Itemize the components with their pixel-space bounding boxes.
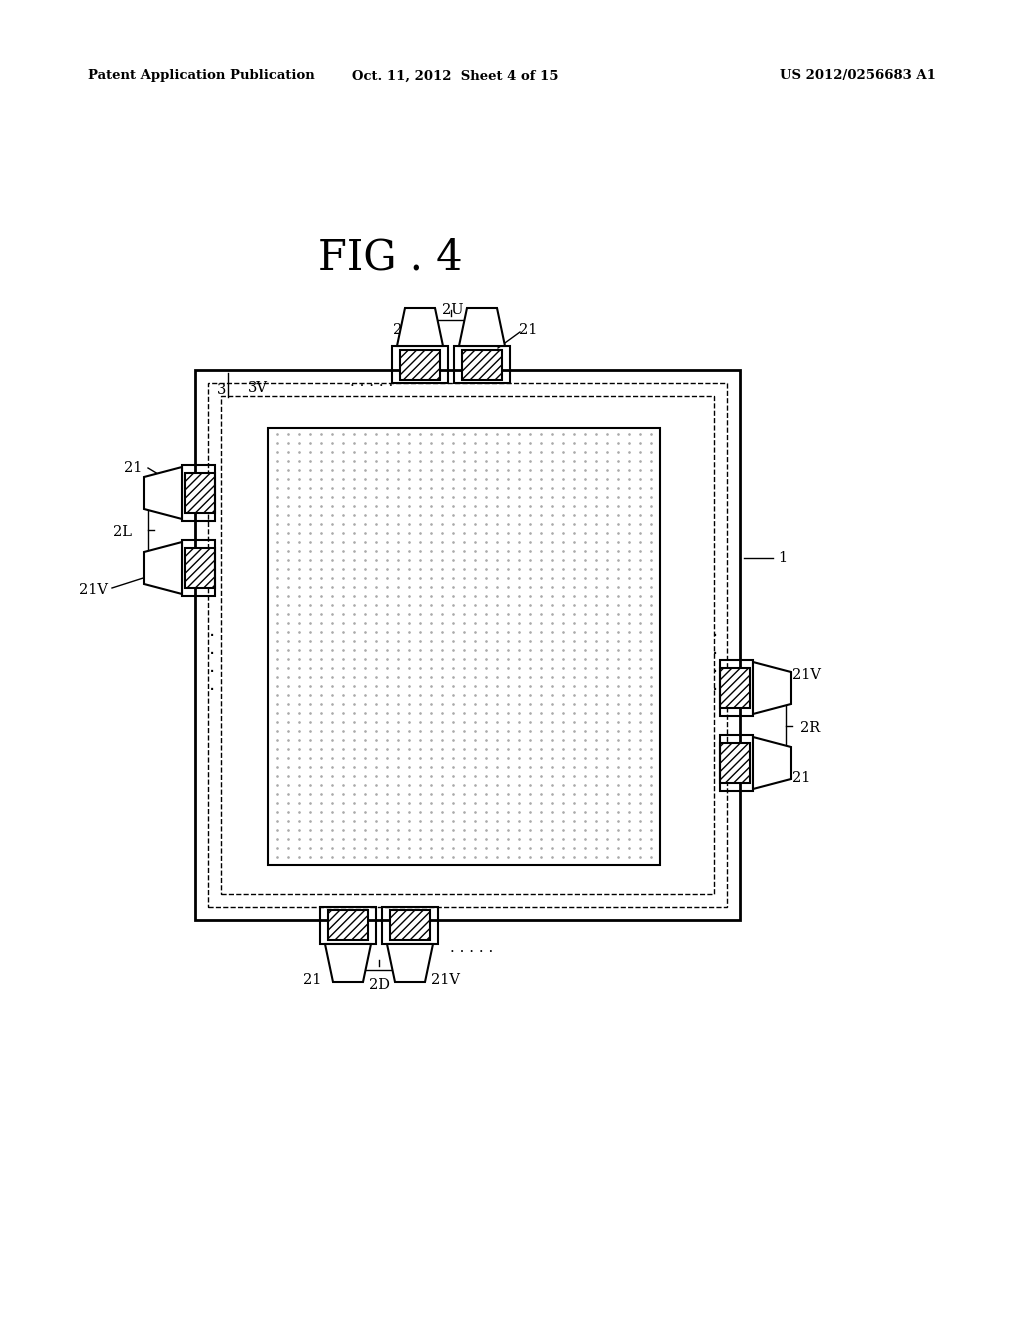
Text: .: . bbox=[209, 639, 215, 657]
Text: 2D: 2D bbox=[369, 978, 389, 993]
Bar bbox=[720, 743, 750, 783]
Bar bbox=[720, 735, 753, 791]
Text: 21V: 21V bbox=[430, 973, 460, 987]
Bar bbox=[382, 907, 438, 944]
Text: US 2012/0256683 A1: US 2012/0256683 A1 bbox=[780, 70, 936, 82]
Text: .: . bbox=[712, 675, 718, 693]
Bar bbox=[182, 465, 215, 521]
Polygon shape bbox=[144, 543, 182, 594]
Bar bbox=[221, 396, 714, 894]
Text: 21V: 21V bbox=[792, 668, 821, 682]
Text: 21: 21 bbox=[124, 461, 142, 475]
Text: 3V: 3V bbox=[248, 381, 268, 395]
Bar bbox=[319, 907, 376, 944]
Text: .: . bbox=[209, 656, 215, 676]
Polygon shape bbox=[387, 944, 433, 982]
Polygon shape bbox=[459, 308, 505, 346]
Bar bbox=[182, 540, 215, 597]
Text: 21V: 21V bbox=[393, 323, 423, 337]
Text: 21: 21 bbox=[303, 973, 322, 987]
Polygon shape bbox=[753, 663, 791, 714]
Bar bbox=[185, 473, 215, 513]
Bar bbox=[400, 350, 440, 380]
Text: Oct. 11, 2012  Sheet 4 of 15: Oct. 11, 2012 Sheet 4 of 15 bbox=[352, 70, 558, 82]
Bar bbox=[328, 909, 368, 940]
Text: . . . . .: . . . . . bbox=[350, 375, 393, 389]
Bar bbox=[390, 909, 430, 940]
Text: 3: 3 bbox=[217, 383, 226, 397]
Bar bbox=[208, 383, 727, 907]
Bar bbox=[720, 668, 750, 708]
Text: Patent Application Publication: Patent Application Publication bbox=[88, 70, 314, 82]
Bar bbox=[195, 370, 740, 920]
Text: 1: 1 bbox=[778, 550, 787, 565]
Text: .: . bbox=[712, 620, 718, 639]
Bar bbox=[392, 346, 449, 383]
Text: 21: 21 bbox=[792, 771, 810, 785]
Text: .: . bbox=[209, 620, 215, 639]
Text: FIG . 4: FIG . 4 bbox=[317, 238, 462, 279]
Bar bbox=[268, 428, 660, 865]
Text: .: . bbox=[712, 639, 718, 657]
Text: 2L: 2L bbox=[113, 525, 132, 539]
Text: . . . . .: . . . . . bbox=[451, 941, 494, 954]
Polygon shape bbox=[325, 944, 371, 982]
Bar bbox=[462, 350, 502, 380]
Text: 2U: 2U bbox=[442, 304, 464, 317]
Text: .: . bbox=[209, 675, 215, 693]
Polygon shape bbox=[144, 467, 182, 519]
Text: 2R: 2R bbox=[800, 721, 820, 735]
Text: 21V: 21V bbox=[79, 583, 108, 597]
Bar bbox=[720, 660, 753, 715]
Text: 21: 21 bbox=[519, 323, 538, 337]
Polygon shape bbox=[753, 737, 791, 789]
Bar bbox=[185, 548, 215, 587]
Text: .: . bbox=[712, 656, 718, 676]
Bar bbox=[454, 346, 510, 383]
Polygon shape bbox=[397, 308, 443, 346]
